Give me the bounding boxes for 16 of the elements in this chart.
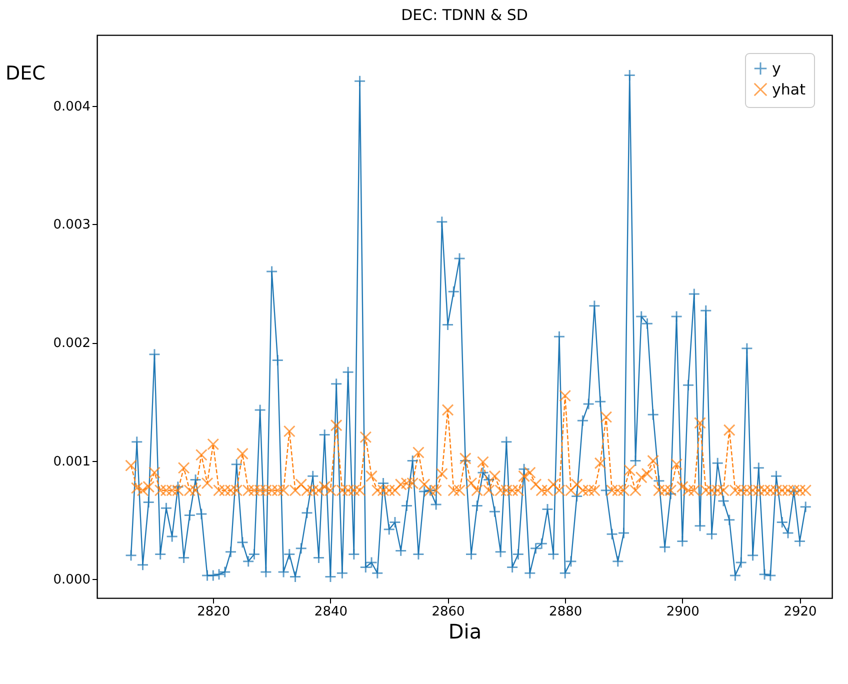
x-tick-label: 2820	[197, 604, 230, 620]
x-tick-label: 2920	[784, 604, 817, 620]
y-tick-label: 0.001	[53, 454, 90, 470]
y-tick-label: 0.000	[53, 572, 90, 588]
y-tick-label: 0.003	[53, 218, 90, 233]
x-tick-label: 2840	[314, 604, 348, 620]
x-tick-label: 2900	[666, 604, 700, 620]
y-axis-title: DEC	[6, 62, 46, 84]
y-tick-label: 0.004	[53, 99, 90, 114]
chart-title: DEC: TDNN & SD	[401, 6, 528, 24]
x-tick-label: 2860	[432, 604, 465, 620]
legend-label: y	[772, 60, 781, 78]
y-tick-label: 0.002	[53, 336, 90, 352]
x-tick-label: 2880	[549, 604, 582, 620]
legend-label: yhat	[772, 80, 806, 98]
x-axis-title: Dia	[448, 620, 482, 644]
